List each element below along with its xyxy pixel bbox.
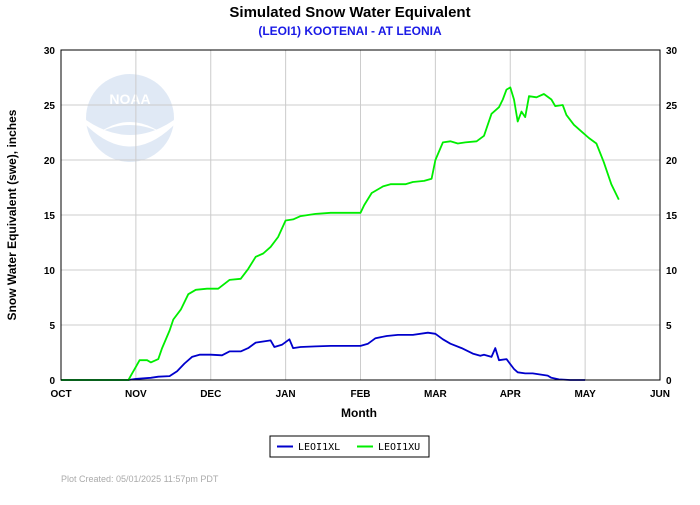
x-tick-label: JAN [276, 389, 296, 400]
y-axis-title: Snow Water Equivalent (swe), inches [5, 109, 19, 320]
y-tick-label-left: 30 [44, 46, 56, 57]
y-tick-label-left: 15 [44, 211, 56, 222]
legend-box [269, 435, 430, 458]
y-tick-label-right: 25 [666, 101, 678, 112]
x-tick-labels: OCT NOV DEC JAN FEB MAR APR MAY JUN [50, 389, 670, 400]
y-tick-label-right: 5 [666, 321, 672, 332]
y-tick-label-right: 15 [666, 211, 678, 222]
y-tick-label-left: 10 [44, 266, 56, 277]
chart-title: Simulated Snow Water Equivalent [229, 4, 470, 21]
y-tick-labels-left: 0 5 10 15 20 25 30 [44, 46, 56, 387]
x-tick-label: DEC [200, 389, 221, 400]
legend: LEOI1XL LEOI1XU [269, 435, 430, 458]
series-line-leoi1xl [61, 331, 586, 381]
x-axis-title: Month [341, 406, 377, 420]
legend-label-leoi1xu: LEOI1XU [378, 442, 420, 453]
y-tick-label-right: 30 [666, 46, 678, 57]
x-tick-label: MAY [574, 389, 596, 400]
y-tick-label-left: 5 [49, 321, 55, 332]
y-tick-label-right: 20 [666, 156, 678, 167]
noaa-logo-watermark: NOAA [86, 74, 174, 162]
y-tick-label-right: 10 [666, 266, 678, 277]
x-tick-label: NOV [125, 389, 147, 400]
y-tick-label-left: 20 [44, 156, 56, 167]
y-tick-labels-right: 0 5 10 15 20 25 30 [666, 46, 678, 387]
x-tick-label: MAR [424, 389, 448, 400]
legend-label-leoi1xl: LEOI1XL [298, 442, 340, 453]
grid-lines [61, 50, 660, 380]
x-tick-label: OCT [50, 389, 71, 400]
noaa-logo-text: NOAA [109, 91, 150, 107]
series-layer [61, 86, 620, 381]
y-tick-label-left: 0 [49, 376, 55, 387]
y-tick-label-left: 25 [44, 101, 56, 112]
x-tick-label: JUN [650, 389, 670, 400]
plot-frame [60, 49, 661, 381]
x-tick-label: FEB [351, 389, 371, 400]
y-tick-label-right: 0 [666, 376, 672, 387]
chart-subtitle: (LEOI1) KOOTENAI - AT LEONIA [258, 24, 442, 38]
x-tick-label: APR [500, 389, 522, 400]
plot-created-footer: Plot Created: 05/01/2025 11:57pm PDT [61, 474, 219, 484]
series-line-leoi1xu [61, 86, 620, 381]
